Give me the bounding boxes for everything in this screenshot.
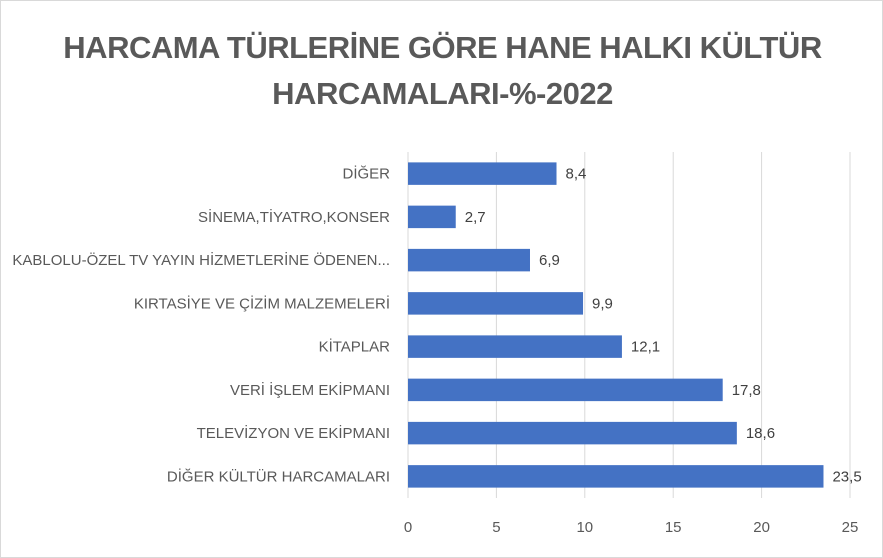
value-label: 23,5: [832, 468, 861, 485]
chart-title: HARCAMA TÜRLERİNE GÖRE HANE HALKI KÜLTÜR…: [1, 25, 883, 117]
chart-title-line-2: HARCAMALARI-%-2022: [272, 76, 613, 111]
value-labels: 8,4 2,7 6,9 9,9 12,1 17,8 18,6 23,5: [465, 166, 862, 486]
value-label: 8,4: [566, 166, 587, 183]
value-label: 17,8: [732, 382, 761, 399]
category-label: KABLOLU-ÖZEL TV YAYIN HİZMETLERİNE ÖDENE…: [12, 251, 390, 269]
category-label: TELEVİZYON VE EKİPMANI: [197, 424, 390, 442]
category-label: KIRTASİYE VE ÇİZİM MALZEMELERİ: [134, 294, 390, 312]
value-label: 2,7: [465, 209, 486, 226]
x-axis-tick-labels: 0 5 10 15 20 25: [404, 519, 859, 536]
bar: [408, 335, 622, 358]
x-tick-label: 10: [576, 519, 593, 536]
x-tick-label: 0: [404, 519, 412, 536]
bar: [408, 421, 737, 445]
bar: [408, 205, 456, 229]
grid-lines: [407, 152, 851, 498]
category-label: KİTAPLAR: [319, 338, 391, 356]
category-label: SİNEMA,TİYATRO,KONSER: [198, 208, 390, 226]
chart-title-line-1: HARCAMA TÜRLERİNE GÖRE HANE HALKI KÜLTÜR: [63, 30, 822, 65]
bars: [408, 162, 824, 488]
value-label: 9,9: [592, 295, 613, 312]
bar: [408, 465, 824, 488]
category-label: VERİ İŞLEM EKİPMANI: [230, 381, 390, 399]
bar: [408, 292, 584, 315]
category-label: DİĞER KÜLTÜR HARCAMALARI: [167, 467, 390, 485]
value-label: 12,1: [631, 339, 660, 356]
category-labels: DİĞER SİNEMA,TİYATRO,KONSER KABLOLU-ÖZEL T…: [12, 165, 390, 486]
x-tick-label: 25: [842, 519, 859, 536]
bar: [408, 248, 530, 272]
x-tick-label: 15: [665, 519, 682, 536]
x-tick-label: 20: [753, 519, 770, 536]
category-label: DİĞER: [342, 165, 390, 183]
bar: [408, 162, 557, 185]
value-label: 18,6: [746, 425, 775, 442]
bar: [408, 378, 723, 402]
value-label: 6,9: [539, 252, 560, 269]
x-tick-label: 5: [492, 519, 500, 536]
